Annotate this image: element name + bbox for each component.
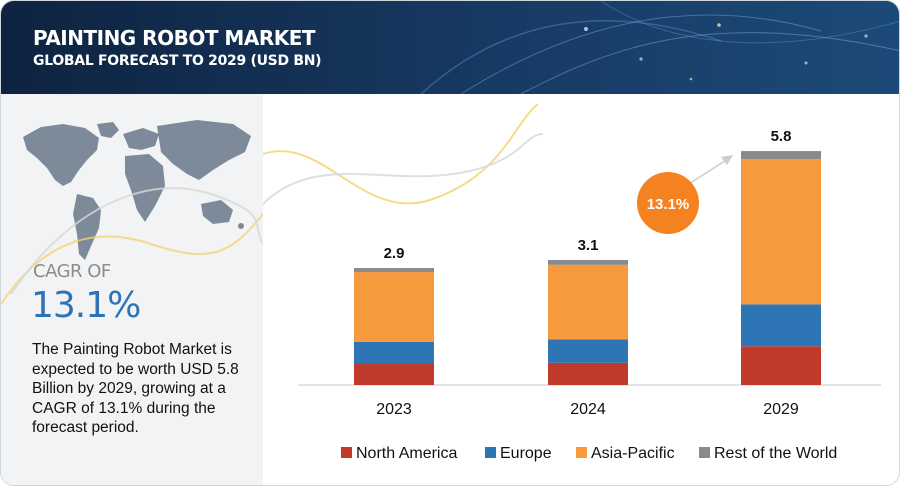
bar-europe-2029 (741, 304, 821, 347)
legend-label: North America (356, 445, 457, 462)
banner-light-streaks (420, 1, 899, 94)
growth-badge-circle (637, 172, 699, 234)
growth-badge: 13.1% (637, 172, 699, 234)
decorative-waves (263, 103, 544, 205)
header-banner: PAINTING ROBOT MARKET GLOBAL FORECAST TO… (1, 1, 899, 94)
arrow-head-icon (721, 155, 733, 165)
bar-rest-of-the-world-2023 (354, 268, 434, 273)
bar-north-america-2024 (548, 362, 628, 385)
legend-label: Europe (500, 445, 552, 462)
market-description: The Painting Robot Market is expected to… (32, 341, 239, 436)
legend-swatch (341, 447, 352, 458)
legend-label: Rest of the World (714, 445, 837, 462)
bars-group: 2.9 2023 3.1 2024 5.8 2029 (354, 128, 821, 418)
x-tick-label: 2024 (570, 401, 606, 418)
page-subtitle: GLOBAL FORECAST TO 2029 (USD BN) (33, 53, 322, 69)
bar-europe-2023 (354, 341, 434, 365)
cagr-value: 13.1% (31, 285, 141, 326)
legend-label: Asia-Pacific (591, 445, 675, 462)
bar-asia-pacific-2029 (741, 159, 821, 305)
bar-asia-pacific-2024 (548, 264, 628, 340)
bar-total-label: 3.1 (578, 237, 599, 254)
growth-badge-label: 13.1% (647, 196, 690, 213)
x-tick-label: 2029 (763, 401, 799, 418)
bar-north-america-2023 (354, 364, 434, 385)
x-tick-label: 2023 (376, 401, 412, 418)
bar-asia-pacific-2023 (354, 272, 434, 342)
legend-swatch (576, 447, 587, 458)
chart-legend: North America Europe Asia-Pacific Rest of t… (341, 445, 837, 462)
bar-rest-of-the-world-2024 (548, 259, 628, 265)
legend-swatch (485, 447, 496, 458)
bar-total-label: 5.8 (771, 128, 792, 145)
bar-north-america-2029 (741, 346, 821, 385)
left-panel (1, 94, 263, 485)
legend-swatch (699, 447, 710, 458)
page-title: PAINTING ROBOT MARKET (33, 26, 316, 50)
cagr-label: CAGR OF (33, 261, 111, 282)
stacked-bar-chart: 2.9 2023 3.1 2024 5.8 2029 13.1% North Americ… (263, 103, 881, 462)
bar-europe-2024 (548, 339, 628, 363)
bar-total-label: 2.9 (384, 245, 405, 262)
bar-rest-of-the-world-2029 (741, 151, 821, 160)
